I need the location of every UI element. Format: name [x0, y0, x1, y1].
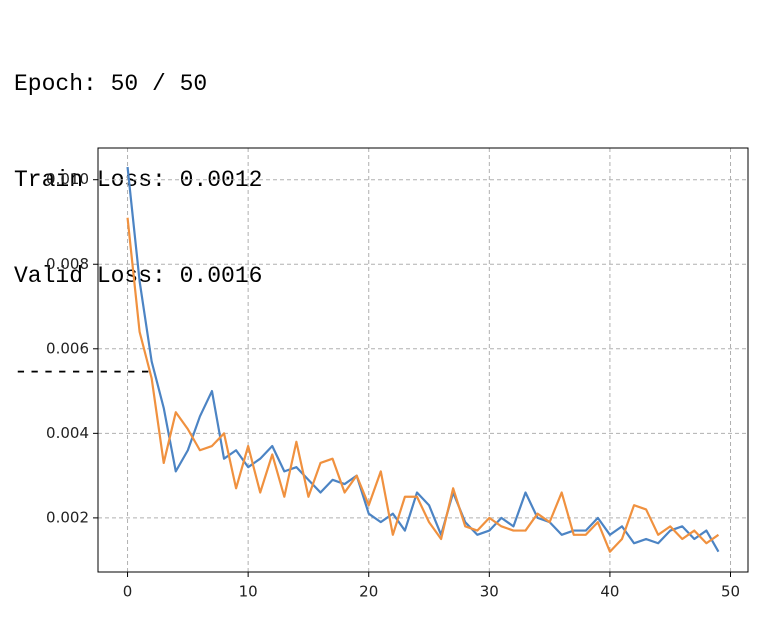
x-tick-label: 0	[123, 583, 133, 601]
y-tick-label: 0.008	[46, 255, 89, 273]
log-line: Epoch: 50 / 50	[14, 71, 208, 97]
x-tick-label: 30	[480, 583, 499, 601]
log-line: Valid Loss: 0.0016	[14, 263, 263, 289]
y-tick-label: 0.006	[46, 339, 89, 357]
x-tick-label: 40	[600, 583, 619, 601]
x-tick-label: 20	[359, 583, 378, 601]
x-tick-label: 10	[239, 583, 258, 601]
y-tick-label: 0.002	[46, 508, 89, 526]
log-line: Train Loss: 0.0012	[14, 167, 263, 193]
loss-line	[126, 217, 720, 553]
x-tick-label: 50	[721, 583, 740, 601]
y-tick-label: 0.004	[46, 424, 89, 442]
loss-line	[126, 166, 720, 553]
log-line: ----------	[14, 359, 153, 385]
y-tick-label: 0.010	[46, 170, 89, 188]
plot-frame	[97, 147, 749, 573]
log-output: Epoch: 50 / 50 Train Loss: 0.0012 Valid …	[14, 4, 262, 420]
